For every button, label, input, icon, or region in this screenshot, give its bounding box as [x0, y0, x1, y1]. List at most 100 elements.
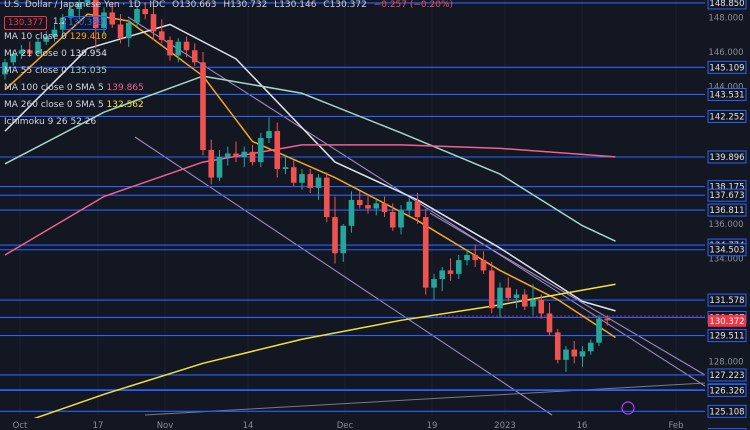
- indicator-legend-item[interactable]: MA 55 close 0 135.035: [4, 66, 107, 76]
- candle-body: [604, 318, 611, 321]
- candle: [373, 199, 380, 216]
- candle-body: [505, 287, 512, 298]
- candle: [241, 146, 248, 168]
- candle: [464, 249, 470, 266]
- candle: [200, 52, 206, 156]
- level-label-box: [707, 293, 747, 307]
- time-tick: Dec: [337, 421, 354, 430]
- indicator-label: MA 55 close 0: [4, 66, 70, 76]
- level-label-box: [707, 428, 747, 430]
- buy-button[interactable]: 130.389: [64, 16, 108, 30]
- candle-body: [84, 0, 91, 3]
- symbol-title[interactable]: U.S. Dollar / Japanese Yen · 1D · IDC: [4, 0, 166, 10]
- last-price-label: 130.372: [709, 317, 744, 327]
- candle-body: [290, 167, 297, 183]
- level-label-box: [707, 243, 747, 257]
- indicator-label: Ichimoku 9 26 52 26: [4, 117, 97, 127]
- candle-body: [266, 131, 272, 138]
- candle: [497, 282, 503, 317]
- price-tick: 134.000: [708, 254, 743, 264]
- candle: [513, 289, 520, 309]
- level-label: 129.511: [709, 332, 744, 342]
- price-tick: 128.000: [708, 358, 743, 368]
- candle-body: [183, 41, 190, 51]
- level-label: 143.531: [709, 90, 744, 100]
- level-label: 138.175: [709, 183, 744, 193]
- candle-body: [464, 254, 470, 261]
- candle-body: [497, 287, 503, 309]
- candle: [389, 203, 396, 231]
- candle: [26, 41, 33, 58]
- candle-body: [365, 205, 371, 209]
- candle: [158, 19, 165, 44]
- candle-body: [35, 41, 41, 54]
- sell-button[interactable]: 130.377: [4, 16, 48, 30]
- indicator-value: 130.954: [69, 49, 107, 59]
- candle: [233, 141, 239, 163]
- candle: [554, 328, 561, 364]
- candle-body: [406, 201, 413, 211]
- indicator-legend-item[interactable]: MA 21 close 0 130.954: [4, 49, 107, 59]
- candle-body: [455, 260, 462, 274]
- candle: [274, 122, 281, 178]
- candle: [175, 38, 182, 63]
- indicator-label: MA 100 close 0 SMA 5: [4, 83, 107, 93]
- candle: [167, 36, 173, 61]
- candle-body: [587, 342, 594, 352]
- level-label-box: [707, 404, 747, 418]
- candle-body: [513, 294, 520, 298]
- level-label: 125.108: [709, 407, 744, 417]
- candle-body: [596, 318, 602, 343]
- indicator-legend-item[interactable]: MA 10 close 0 129.410: [4, 32, 107, 42]
- chart-header: U.S. Dollar / Japanese Yen · 1D · IDC O1…: [4, 0, 457, 10]
- candle: [348, 191, 355, 233]
- candle: [340, 224, 347, 262]
- indicator-label: MA 260 close 0 SMA 5: [4, 100, 107, 110]
- level-label-box: [707, 87, 747, 101]
- time-tick: Oct: [13, 421, 28, 430]
- time-axis: Oct 17 Nov 14 Dec 19 2023 16 Feb: [0, 401, 708, 430]
- candle-body: [414, 201, 421, 218]
- candle: [431, 273, 437, 300]
- indicator-legend-item[interactable]: Ichimoku 9 26 52 26: [4, 117, 96, 127]
- candle-body: [447, 270, 454, 274]
- candle-body: [101, 12, 107, 28]
- channel-line-2: [429, 212, 706, 376]
- price-axis: 150.000148.000146.000144.000136.000134.0…: [706, 0, 750, 430]
- candle-body: [398, 210, 404, 228]
- level-label: 126.326: [709, 386, 744, 396]
- candle: [68, 5, 74, 25]
- candle: [35, 38, 41, 58]
- indicator-legend-item[interactable]: MA 260 close 0 SMA 5 132.562: [4, 100, 144, 110]
- candle-body: [381, 203, 388, 212]
- grid: [19, 0, 677, 415]
- last-price-box: [708, 314, 746, 327]
- candle: [92, 0, 99, 49]
- ma-line-ma-100: [4, 144, 616, 256]
- candle-body: [340, 225, 347, 254]
- candle-body: [51, 29, 58, 37]
- candle: [365, 194, 371, 214]
- price-tick: 146.000: [708, 48, 743, 58]
- time-tick: Feb: [668, 421, 683, 430]
- candle-body: [150, 14, 157, 32]
- candle: [563, 346, 569, 372]
- ohlc-change: −0.257 (−0.20%): [373, 0, 454, 10]
- candle: [307, 168, 314, 194]
- ma-line-ma-10: [4, 13, 616, 339]
- level-label-box: [707, 0, 747, 10]
- price-tick: 136.000: [708, 220, 743, 230]
- level-label: 145.109: [709, 63, 744, 73]
- candle-body: [431, 279, 437, 288]
- candle-body: [216, 156, 223, 178]
- candle-body: [200, 62, 206, 151]
- time-tick: 19: [427, 421, 438, 430]
- candle-body: [422, 217, 429, 288]
- candle: [191, 43, 198, 66]
- ohlc-open: O130.663: [172, 0, 217, 10]
- spread-value: 1.2: [53, 17, 67, 27]
- candle: [356, 191, 363, 209]
- indicator-legend-item[interactable]: MA 100 close 0 SMA 5 139.865: [4, 83, 144, 93]
- candle-body: [579, 351, 586, 357]
